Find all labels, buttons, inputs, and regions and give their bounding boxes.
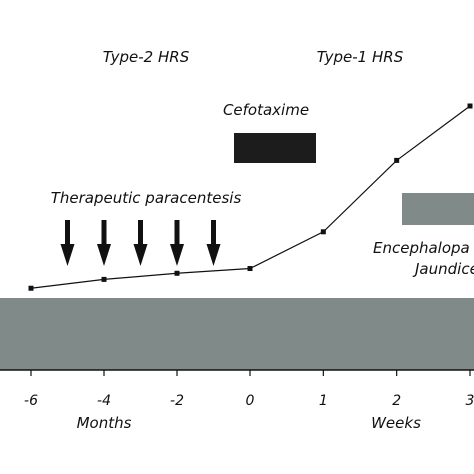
arrow-down-icon (133, 220, 148, 266)
encephalopathy-bar (402, 193, 474, 225)
grey-band (0, 298, 474, 370)
x-tick-label: 0 (246, 393, 255, 409)
x-group-label-months: Months (77, 414, 132, 432)
cefotaxime-bar (234, 133, 316, 163)
data-point (101, 276, 107, 282)
encephalopathy-label: Encephalopa (373, 239, 470, 257)
paracentesis-arrows (60, 220, 221, 266)
series-points (28, 103, 473, 291)
jaundice-label: Jaundice (412, 260, 474, 278)
phase-label-type1: Type-1 HRS (317, 48, 404, 66)
data-point (174, 270, 180, 276)
x-tick-label: 3 (466, 393, 474, 409)
x-group-label-weeks: Weeks (371, 414, 421, 432)
phase-label-type2: Type-2 HRS (103, 48, 190, 66)
arrow-down-icon (97, 220, 111, 266)
x-tick-label: 1 (319, 393, 328, 409)
x-axis-ticks: -6 -4 -2 0 1 2 3 (24, 370, 474, 409)
x-tick-label: 2 (392, 393, 401, 409)
data-point (467, 103, 473, 109)
data-point (394, 157, 400, 163)
arrow-down-icon (60, 220, 75, 266)
x-tick-label: -4 (97, 393, 111, 409)
cefotaxime-label: Cefotaxime (223, 101, 309, 119)
arrow-down-icon (170, 220, 184, 266)
data-point (320, 229, 326, 235)
paracentesis-label: Therapeutic paracentesis (51, 189, 242, 207)
data-point (28, 285, 34, 291)
x-tick-label: -6 (24, 393, 38, 409)
data-point (247, 266, 253, 272)
x-tick-label: -2 (170, 393, 184, 409)
arrow-down-icon (206, 220, 221, 266)
